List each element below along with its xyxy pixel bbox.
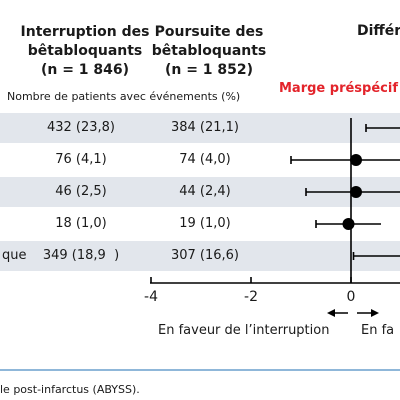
- point-estimate-marker: [350, 154, 362, 166]
- caption-divider: [0, 369, 400, 371]
- poursuite-events-cell: 44 (2,4): [179, 184, 231, 199]
- poursuite-events-cell: 384 (21,1): [170, 120, 240, 135]
- events-subheader: Nombre de patients avec événements (%): [7, 90, 241, 103]
- interruption-events-cell: 76 (4,1): [55, 152, 107, 167]
- interruption-column-header: Interruption des bêtabloquants (n = 1 84…: [20, 24, 150, 78]
- point-estimate-marker: [342, 218, 355, 230]
- x-tick-label: -2: [244, 289, 258, 305]
- row-band: [0, 241, 400, 271]
- prespecified-margin-label: Marge préspécif: [279, 81, 398, 96]
- poursuite-column-header: Poursuite des bêtabloquants (n = 1 852): [151, 24, 267, 78]
- difference-column-header: Différ: [357, 23, 400, 39]
- favor-interruption-arrowhead: [327, 309, 335, 317]
- point-estimate-marker: [350, 186, 362, 198]
- interruption-events-cell: 432 (23,8): [46, 120, 116, 135]
- poursuite-events-cell: 19 (1,0): [179, 216, 231, 231]
- forest-plot-figure: Interruption des bêtabloquants (n = 1 84…: [0, 23, 400, 338]
- row-band: [0, 113, 400, 143]
- poursuite-events-cell: 307 (16,6): [170, 248, 240, 263]
- x-tick-label: -4: [144, 289, 158, 305]
- interruption-events-cell: 349 (18,9 ): [42, 248, 120, 263]
- row-label: que: [2, 248, 27, 263]
- favor-continuation-arrowhead: [371, 309, 379, 317]
- figure-caption: le post-infarctus (ABYSS).: [0, 383, 140, 396]
- forest-plot-svg: -4 -2 0: [144, 118, 400, 317]
- favor-continuation-label: En fa: [361, 323, 395, 338]
- favor-interruption-label: En faveur de l’interruption: [158, 323, 330, 338]
- poursuite-events-cell: 74 (4,0): [179, 152, 231, 167]
- x-tick-label: 0: [347, 289, 356, 305]
- interruption-events-cell: 18 (1,0): [55, 216, 107, 231]
- interruption-events-cell: 46 (2,5): [55, 184, 107, 199]
